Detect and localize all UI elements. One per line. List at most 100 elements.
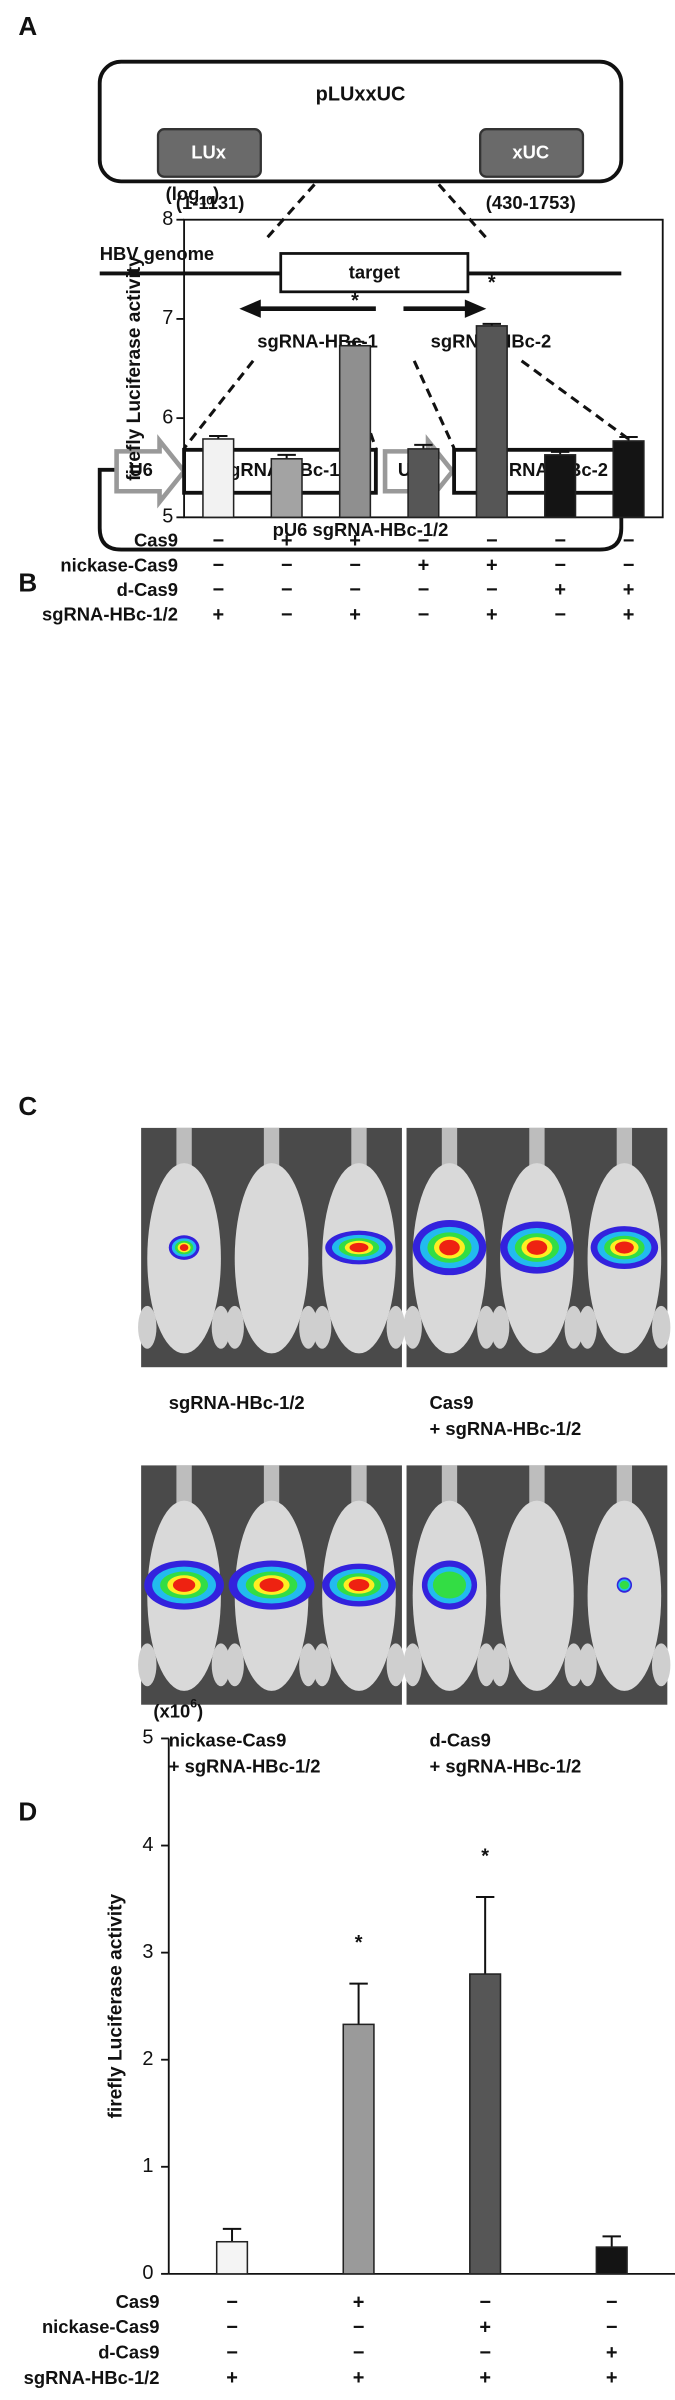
condition-mark: − [212,579,224,601]
significance-star: * [355,1932,363,1954]
condition-mark: + [486,555,498,577]
mouse-limb [138,1643,157,1687]
plasmid-outline [97,59,624,184]
panel-label: C [18,1091,37,1121]
mouse-limb [299,1305,318,1349]
target-box [279,252,470,294]
condition-name: sgRNA-HBc-1/2 [24,2367,160,2388]
signal-red [172,1578,196,1592]
unit-text: (log [166,183,200,204]
condition-mark: − [486,530,498,552]
dashed-connector [182,359,255,450]
y-tick-label: 2 [142,2048,153,2070]
unit-label: (x106) [153,1697,203,1721]
condition-mark: − [349,579,361,601]
condition-mark: − [418,579,430,601]
mouse-tail-area [441,1465,458,1504]
mouse-limb [578,1643,597,1687]
condition-name: d-Cas9 [117,579,178,600]
mouse-limb [578,1305,597,1349]
condition-mark: + [606,2367,618,2389]
lux-range: (1-1131) [176,192,245,213]
imaging-caption: d-Cas9 [430,1729,491,1750]
mouse-limb [651,1643,671,1687]
signal-red [526,1240,548,1255]
imaging-caption: + sgRNA-HBc-1/2 [430,1755,582,1776]
genome-label: HBV genome [100,243,214,264]
mouse-limb [386,1305,405,1349]
mouse-limb [299,1643,318,1687]
bar [475,325,508,519]
condition-mark: − [418,530,430,552]
significance-star: * [488,272,496,294]
panel-label: D [18,1797,37,1827]
mouse-limb [312,1643,332,1687]
y-axis-label: firefly Luciferase activity [124,256,145,481]
mouse-tail-area [176,1465,192,1504]
signal-green [432,1571,467,1599]
mouse-tail-area [529,1465,545,1504]
bar [202,438,235,519]
y-axis-label: firefly Luciferase activity [106,1893,127,2118]
bar [342,2023,375,2275]
mouse-limb [490,1643,510,1687]
condition-mark: − [479,2291,491,2313]
xuc-label: xUC [512,142,549,163]
condition-name: nickase-Cas9 [60,554,178,575]
condition-mark: − [554,530,566,552]
condition-name: Cas9 [134,530,178,551]
condition-mark: − [486,579,498,601]
condition-mark: − [554,604,566,626]
significance-star: * [351,290,359,312]
bar [338,344,372,519]
plasmid-label: pLUxxUC [316,84,406,106]
condition-mark: − [281,579,293,601]
signal-red [348,1579,370,1592]
condition-mark: + [349,530,361,552]
imaging-caption: nickase-Cas9 [169,1729,287,1750]
condition-mark: − [226,2291,238,2313]
imaging-caption: Cas9 [430,1392,474,1413]
mouse-limb [564,1305,583,1349]
significance-star: * [481,1845,489,1867]
arrow-head [239,299,261,318]
imaging-caption: sgRNA-HBc-1/2 [169,1392,305,1413]
dashed-connector [437,183,489,241]
condition-mark: + [479,2317,491,2339]
bar [612,440,645,519]
bar [544,454,577,519]
mouse-tail-area [616,1127,633,1167]
y-tick-label: 7 [162,307,173,329]
signal-red [614,1241,634,1254]
unit-tail: ) [213,183,219,204]
bar [215,2240,249,2275]
mouse-tail-area [263,1127,280,1167]
imaging-caption: + sgRNA-HBc-1/2 [430,1418,582,1439]
bar [407,448,440,519]
bar [270,458,303,519]
mouse-tail-area [351,1465,367,1504]
condition-mark: − [349,555,361,577]
mouse-limb [386,1643,405,1687]
mouse-limb [138,1305,157,1349]
signal-red [179,1244,189,1251]
condition-mark: + [486,604,498,626]
condition-mark: + [418,555,430,577]
mouse-limb [403,1305,422,1349]
condition-name: sgRNA-HBc-1/2 [42,603,178,624]
y-tick-label: 3 [142,1941,153,1963]
condition-mark: − [418,604,430,626]
condition-mark: − [281,555,293,577]
unit-text: (x10 [153,1700,190,1721]
mouse-tail-area [441,1127,458,1167]
signal-red [439,1239,460,1256]
mouse-limb [651,1305,671,1349]
bar [595,2246,628,2275]
condition-mark: + [226,2367,238,2389]
condition-mark: + [349,604,361,626]
condition-mark: − [212,530,224,552]
mouse-limb [564,1643,583,1687]
imaging-caption: + sgRNA-HBc-1/2 [169,1755,321,1776]
